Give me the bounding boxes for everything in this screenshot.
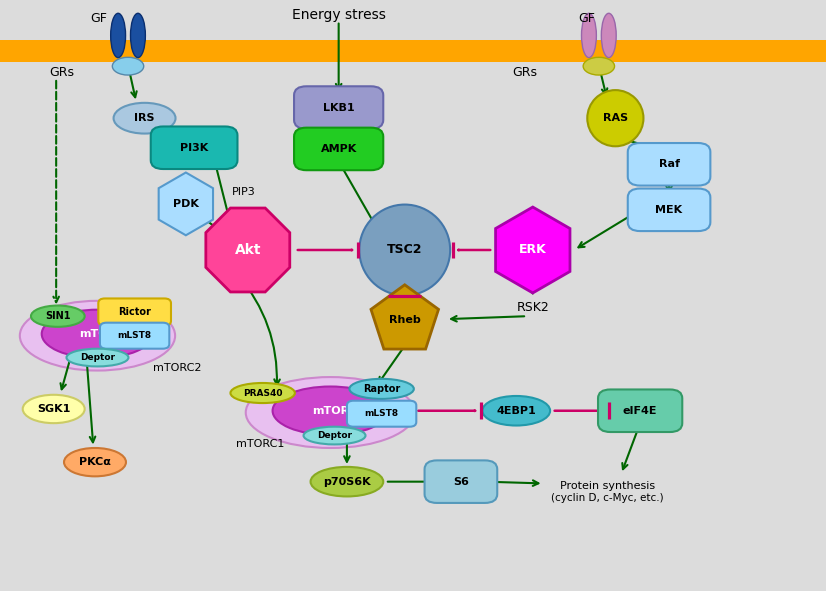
Polygon shape [371, 285, 439, 349]
FancyBboxPatch shape [98, 298, 171, 326]
Text: RAS: RAS [603, 113, 628, 123]
Ellipse shape [112, 57, 144, 75]
FancyBboxPatch shape [628, 189, 710, 231]
Text: p70S6K: p70S6K [323, 477, 371, 486]
Text: mTORC1: mTORC1 [236, 440, 284, 449]
Text: RSK2: RSK2 [516, 301, 549, 314]
Ellipse shape [230, 383, 295, 403]
Text: mLST8: mLST8 [364, 409, 399, 418]
Ellipse shape [23, 395, 85, 423]
Ellipse shape [246, 377, 415, 448]
Ellipse shape [41, 310, 154, 358]
Text: Raptor: Raptor [363, 384, 401, 394]
FancyBboxPatch shape [100, 323, 169, 349]
Text: ERK: ERK [519, 243, 547, 256]
Ellipse shape [273, 387, 388, 435]
Ellipse shape [111, 13, 126, 57]
Text: Rheb: Rheb [389, 316, 420, 325]
Text: Rictor: Rictor [118, 307, 151, 317]
Ellipse shape [587, 90, 643, 147]
Text: GF: GF [578, 12, 595, 25]
FancyBboxPatch shape [628, 143, 710, 186]
Text: eIF4E: eIF4E [623, 406, 657, 415]
Polygon shape [159, 173, 213, 235]
Text: mTORC2: mTORC2 [154, 363, 202, 372]
FancyBboxPatch shape [294, 128, 383, 170]
Text: Deptor: Deptor [317, 431, 352, 440]
Text: PI3K: PI3K [180, 143, 208, 152]
Text: Raf: Raf [658, 160, 680, 169]
Text: Energy stress: Energy stress [292, 8, 386, 22]
FancyBboxPatch shape [151, 126, 238, 169]
Polygon shape [206, 208, 290, 292]
Ellipse shape [113, 103, 175, 134]
Text: TSC2: TSC2 [387, 243, 422, 256]
Ellipse shape [64, 448, 126, 476]
Text: GRs: GRs [512, 66, 537, 79]
Ellipse shape [131, 13, 145, 57]
Text: PRAS40: PRAS40 [243, 388, 282, 398]
Ellipse shape [31, 306, 85, 327]
Text: GF: GF [91, 12, 107, 25]
Text: GRs: GRs [50, 66, 74, 79]
Text: SIN1: SIN1 [45, 311, 70, 321]
Text: IRS: IRS [135, 113, 154, 123]
Text: MEK: MEK [656, 205, 682, 215]
Polygon shape [496, 207, 570, 293]
Text: Protein synthesis: Protein synthesis [559, 481, 655, 491]
FancyBboxPatch shape [598, 389, 682, 432]
Ellipse shape [359, 204, 450, 296]
FancyBboxPatch shape [294, 86, 383, 129]
FancyBboxPatch shape [347, 401, 416, 427]
Ellipse shape [601, 13, 616, 57]
Text: S6: S6 [453, 477, 469, 486]
Text: mTOR: mTOR [79, 329, 116, 339]
Text: PDK: PDK [173, 199, 199, 209]
Ellipse shape [66, 349, 129, 366]
Ellipse shape [20, 301, 175, 371]
Text: Deptor: Deptor [80, 353, 115, 362]
Ellipse shape [349, 379, 414, 399]
Text: AMPK: AMPK [320, 144, 357, 154]
FancyBboxPatch shape [0, 40, 826, 62]
Text: (cyclin D, c-Myc, etc.): (cyclin D, c-Myc, etc.) [551, 493, 663, 502]
Text: SGK1: SGK1 [37, 404, 70, 414]
Ellipse shape [582, 13, 596, 57]
Text: PKCα: PKCα [79, 457, 111, 467]
Text: LKB1: LKB1 [323, 103, 354, 112]
Ellipse shape [583, 57, 615, 75]
Ellipse shape [482, 396, 550, 426]
Text: PIP3: PIP3 [232, 187, 255, 197]
Text: mLST8: mLST8 [117, 331, 152, 340]
Text: 4EBP1: 4EBP1 [496, 406, 536, 415]
Text: mTOR: mTOR [312, 406, 349, 415]
FancyBboxPatch shape [425, 460, 497, 503]
Ellipse shape [311, 467, 383, 496]
Ellipse shape [304, 427, 366, 444]
Text: Akt: Akt [235, 243, 261, 257]
